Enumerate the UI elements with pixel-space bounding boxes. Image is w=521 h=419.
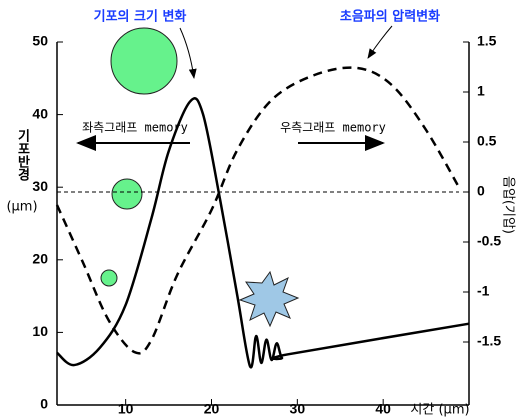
y-tick-label: 0 xyxy=(40,396,48,412)
y2-tick-label: 1.5 xyxy=(477,33,497,49)
radius-line xyxy=(57,98,469,367)
y2-tick-label: -1 xyxy=(477,283,490,299)
y-axis-unit: (μm) xyxy=(6,200,37,215)
y2-tick-label: 0.5 xyxy=(477,133,497,149)
bubble-large xyxy=(111,28,177,94)
annotation: 우측그래프 memory xyxy=(280,121,386,135)
y2-tick-label: 0 xyxy=(477,183,485,199)
callout-arrow xyxy=(368,26,392,58)
y2-tick-label: 1 xyxy=(477,83,485,99)
collapse-burst xyxy=(240,272,298,326)
y-tick-label: 10 xyxy=(32,323,48,339)
y-tick-label: 50 xyxy=(32,33,48,49)
bubble-small xyxy=(101,270,117,286)
chart: 기포의 크기 변화 초음파의 압력변화 좌측그래프 memory 우측그래프 m… xyxy=(0,0,521,419)
y2-tick-label: -0.5 xyxy=(477,233,501,249)
annotation: 기포의 크기 변화 xyxy=(94,9,187,25)
y-tick-label: 30 xyxy=(32,178,48,194)
y2-axis-label: 음압(기압) xyxy=(501,176,516,234)
annotation: 초음파의 압력변화 xyxy=(340,9,440,25)
callout-arrow xyxy=(180,28,194,78)
bubble-medium xyxy=(112,179,142,209)
y-tick-label: 20 xyxy=(32,251,48,267)
y-tick-label: 40 xyxy=(32,105,48,121)
x-axis-label: 시간 (μm) xyxy=(410,403,469,418)
y-axis-label: 기포반경 xyxy=(15,129,30,182)
annotation: 좌측그래프 memory xyxy=(82,121,188,135)
y2-tick-label: -1.5 xyxy=(477,333,501,349)
